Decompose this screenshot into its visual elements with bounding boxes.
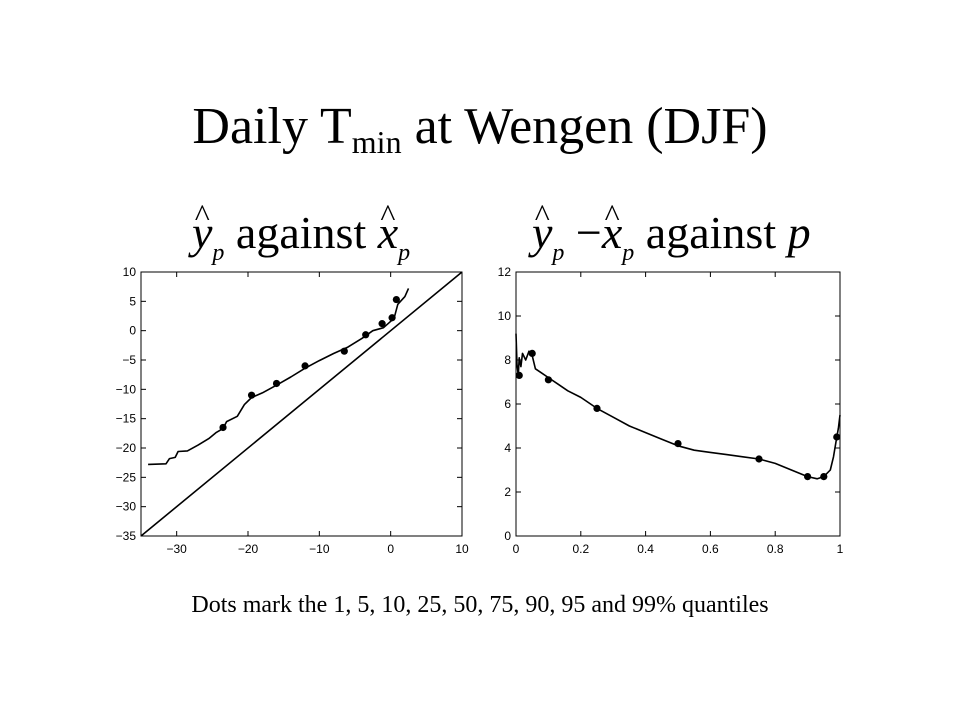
- chart1-y-tick-label: −15: [116, 412, 137, 426]
- chart1-quantile-dot: [219, 423, 227, 432]
- chart1-quantile-dot: [301, 362, 309, 370]
- chart1-y-tick-label: −20: [116, 441, 137, 455]
- chart2-x-tick-label: 0: [513, 542, 520, 556]
- chart2-quantile-dot: [674, 440, 682, 448]
- chart2-quantile-dot: [820, 473, 828, 481]
- x-subscript: p: [398, 240, 411, 266]
- chart1-quantile-dot: [272, 379, 281, 388]
- against-word: against: [645, 207, 777, 258]
- y-hat-symbol: y: [192, 198, 212, 268]
- chart2-y-tick-label: 12: [498, 265, 512, 279]
- y-hat-symbol: y: [532, 198, 552, 268]
- chart1-y-tick-label: 5: [129, 294, 136, 308]
- chart2-y-tick-label: 0: [504, 529, 511, 543]
- title-subscript: min: [351, 124, 402, 160]
- x-hat-symbol: x: [378, 198, 398, 268]
- slide-title: Daily Tmin at Wengen (DJF): [0, 92, 960, 162]
- chart1-x-tick-label: −30: [166, 542, 187, 556]
- chart2-quantile-dot: [804, 473, 812, 481]
- chart1-x-tick-label: 0: [387, 542, 394, 556]
- footnote: Dots mark the 1, 5, 10, 25, 50, 75, 90, …: [191, 592, 769, 618]
- title-main: Daily T: [192, 98, 352, 155]
- chart1-quantile-dot: [247, 391, 256, 399]
- chart1-quantile-dot: [340, 347, 348, 355]
- chart1-x-tick-label: −20: [238, 542, 259, 556]
- y-subscript: p: [552, 240, 565, 266]
- against-word: against: [235, 207, 367, 258]
- chart1-y-tick-label: 0: [129, 324, 136, 338]
- chart2-quantile-dot: [528, 349, 536, 357]
- chart2-x-tick-label: 0.8: [767, 542, 784, 556]
- chart2-x-tick-label: 0.4: [637, 542, 654, 556]
- x-subscript: p: [622, 240, 635, 266]
- left-panel-title: yp against xp: [192, 198, 410, 268]
- chart1-quantile-dot: [378, 320, 386, 328]
- chart2-quantile-dot: [544, 376, 553, 384]
- chart2-plot-frame: [515, 271, 841, 537]
- chart2-quantile-dot: [755, 455, 763, 463]
- chart2-y-tick-label: 10: [498, 309, 512, 323]
- chart1-y-tick-label: −5: [122, 353, 136, 367]
- y-subscript: p: [212, 240, 225, 266]
- chart2-quantile-dot: [833, 433, 841, 441]
- chart2-y-tick-label: 4: [504, 441, 511, 455]
- chart2-y-tick-label: 2: [504, 485, 511, 499]
- chart1-reference-line: [140, 271, 463, 537]
- chart1-x-tick-label: 10: [455, 542, 469, 556]
- chart1-x-tick-label: −10: [309, 542, 330, 556]
- chart1-y-tick-label: −10: [116, 382, 137, 396]
- chart2-quantile-curve: [515, 333, 841, 480]
- chart2-x-tick-label: 0.6: [702, 542, 719, 556]
- x-hat-symbol: x: [602, 198, 622, 268]
- chart1-y-tick-label: −35: [116, 529, 137, 543]
- right-panel-title: yp −xp against p: [532, 198, 811, 268]
- minus-sign: −: [575, 207, 602, 258]
- chart2-quantile-dot: [515, 371, 523, 379]
- chart2-x-tick-label: 1: [837, 542, 844, 556]
- chart1-quantile-curve: [148, 288, 410, 466]
- chart1-y-tick-label: 10: [123, 265, 137, 279]
- chart2-x-tick-label: 0.2: [572, 542, 589, 556]
- p-symbol: p: [787, 207, 811, 258]
- chart2-y-tick-label: 6: [504, 397, 511, 411]
- chart2-y-tick-label: 8: [504, 353, 511, 367]
- title-rest: at Wengen (DJF): [414, 98, 768, 155]
- chart1-plot-frame: [140, 271, 463, 537]
- chart1-quantile-dot: [362, 331, 370, 339]
- chart1-quantile-dot: [388, 314, 396, 322]
- chart1-quantile-dot: [392, 295, 400, 304]
- chart1-y-tick-label: −25: [116, 470, 137, 484]
- chart1-y-tick-label: −30: [116, 500, 137, 514]
- chart2-quantile-dot: [593, 404, 601, 412]
